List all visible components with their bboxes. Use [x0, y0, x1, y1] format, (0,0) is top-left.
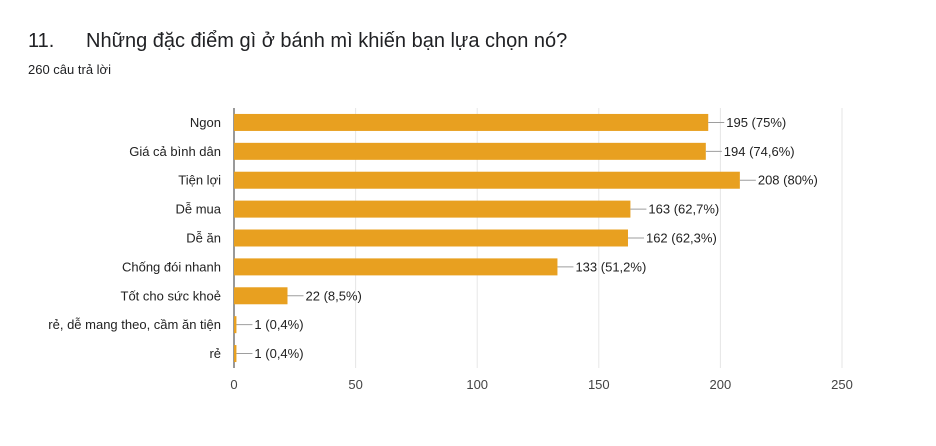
bar-0	[234, 113, 709, 131]
labels: 0 50 100 150 200 250 195 (75%) Ngon 194 (74,6%) G…	[48, 115, 853, 392]
data-label-0: 195 (75%)	[726, 115, 786, 130]
x-tick-label-200: 200	[710, 377, 732, 392]
data-label-2: 208 (80%)	[758, 173, 818, 188]
bar-5	[234, 258, 558, 276]
data-label-1: 194 (74,6%)	[724, 144, 795, 159]
category-label-6: Tốt cho sức khoẻ	[121, 288, 221, 303]
category-label-2: Tiện lợi	[178, 173, 221, 188]
data-label-3: 163 (62,7%)	[648, 202, 719, 217]
response-count: 260 câu trả lời	[28, 62, 111, 77]
question-header: 11. Những đặc điểm gì ở bánh mì khiến bạn…	[28, 30, 567, 53]
data-label-8: 1 (0,4%)	[254, 346, 303, 361]
data-label-7: 1 (0,4%)	[254, 317, 303, 332]
data-label-6: 22 (8,5%)	[306, 288, 362, 303]
x-tick-label-250: 250	[831, 377, 853, 392]
x-tick-label-150: 150	[588, 377, 610, 392]
x-tick-label-0: 0	[230, 377, 237, 392]
question-number: 11.	[28, 30, 55, 52]
bar-8	[234, 345, 237, 363]
bar-6	[234, 287, 288, 305]
bar-4	[234, 229, 628, 247]
category-label-5: Chống đói nhanh	[122, 259, 221, 274]
bar-7	[234, 316, 237, 334]
bar-3	[234, 200, 631, 218]
category-label-4: Dễ ăn	[186, 231, 221, 246]
category-label-0: Ngon	[190, 115, 221, 130]
question-title: Những đặc điểm gì ở bánh mì khiến bạn lự…	[86, 30, 568, 52]
category-label-7: rẻ, dễ mang theo, cầm ăn tiện	[48, 317, 221, 332]
data-label-4: 162 (62,3%)	[646, 231, 717, 246]
x-tick-label-100: 100	[466, 377, 488, 392]
category-label-1: Giá cả bình dân	[129, 144, 221, 159]
data-label-5: 133 (51,2%)	[575, 259, 646, 274]
x-tick-label-50: 50	[348, 377, 362, 392]
bar-2	[234, 171, 740, 189]
bars	[234, 113, 756, 363]
category-label-8: rẻ	[209, 346, 221, 361]
category-label-3: Dễ mua	[175, 202, 221, 217]
bar-1	[234, 142, 706, 160]
